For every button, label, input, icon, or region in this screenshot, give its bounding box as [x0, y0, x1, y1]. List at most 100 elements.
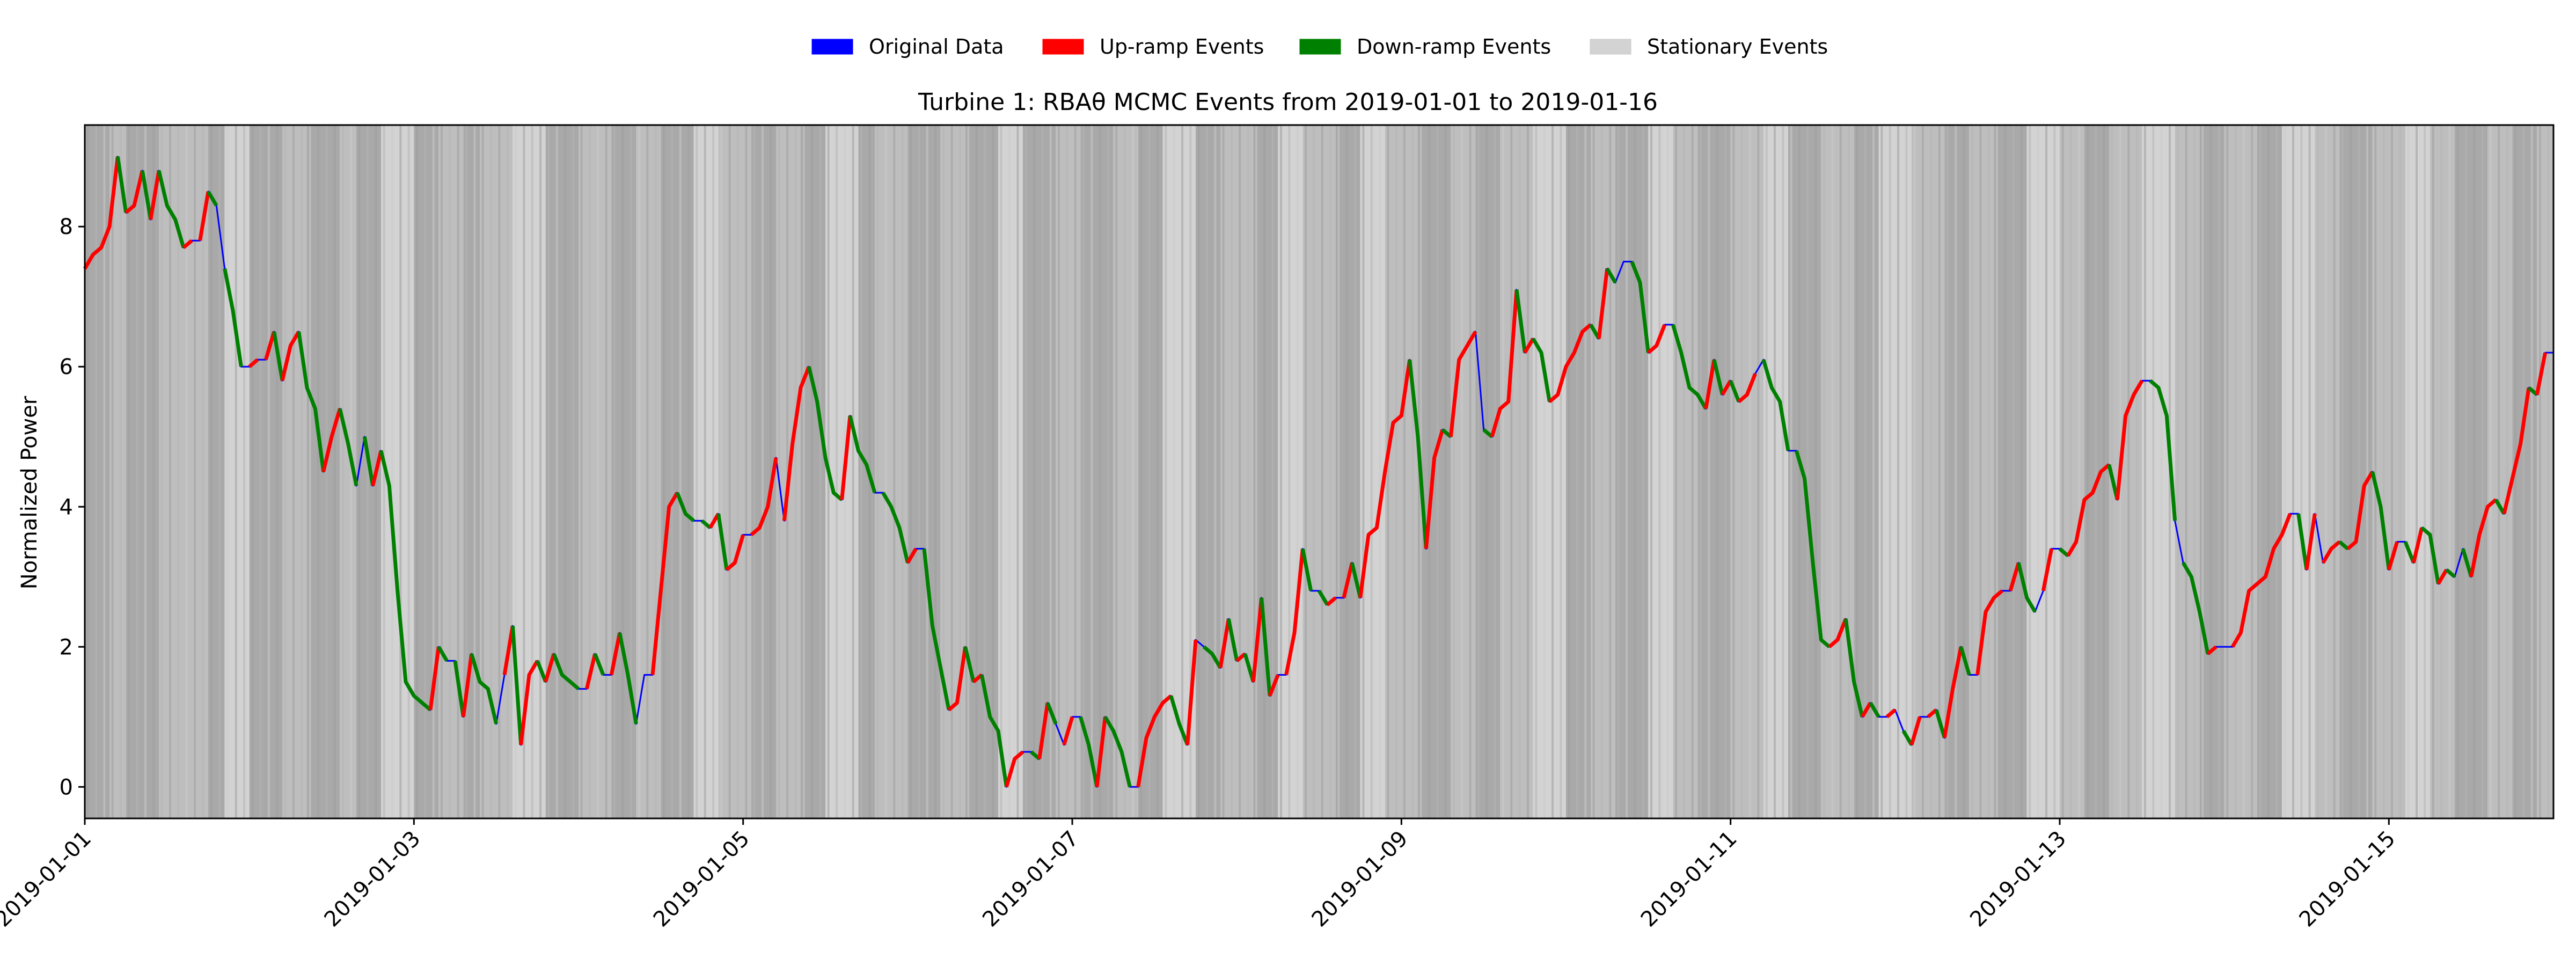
- stationary-band-stripe: [975, 125, 978, 818]
- stationary-band-stripe: [1642, 125, 1644, 818]
- stationary-band-stripe: [1247, 125, 1249, 818]
- stationary-band-stripe: [2201, 125, 2204, 818]
- down-ramp-segment: [157, 170, 186, 248]
- stationary-band-stripe: [1329, 125, 1332, 818]
- stationary-band-stripe: [268, 125, 270, 818]
- down-ramp-segment: [716, 513, 729, 570]
- stationary-band-stripe: [1362, 125, 1365, 818]
- stationary-band-stripe: [1839, 125, 1842, 818]
- stationary-band-stripe: [671, 125, 674, 818]
- stationary-band-stripe: [2522, 125, 2525, 818]
- stationary-band-stripe: [2070, 125, 2073, 818]
- stationary-band-stripe: [457, 125, 459, 818]
- stationary-bands: [85, 125, 2553, 818]
- up-ramp-segment: [650, 492, 679, 675]
- stationary-band-stripe: [473, 125, 476, 818]
- stationary-band-stripe: [646, 125, 649, 818]
- stationary-band-stripe: [111, 125, 114, 818]
- down-ramp-segment: [297, 331, 326, 472]
- stationary-band-stripe: [1041, 125, 1044, 818]
- down-ramp-segment: [922, 548, 951, 711]
- stationary-band-stripe: [1806, 125, 1809, 818]
- stationary-band-stripe: [704, 125, 706, 818]
- stationary-band-stripe: [1115, 125, 1118, 818]
- stationary-band-stripe: [1255, 125, 1258, 818]
- up-ramp-segment: [2387, 541, 2399, 570]
- stationary-band-stripe: [926, 125, 928, 818]
- stationary-band-stripe: [1157, 125, 1159, 818]
- down-ramp-segment: [1300, 548, 1313, 591]
- down-ramp-segment: [2181, 561, 2210, 654]
- stationary-band-stripe: [1872, 125, 1875, 818]
- up-ramp-segment: [725, 534, 745, 572]
- stationary-band-stripe: [1123, 125, 1126, 818]
- stationary-band-stripe: [441, 125, 443, 818]
- down-ramp-segment: [1901, 730, 1914, 746]
- stationary-band-stripe: [1345, 125, 1348, 818]
- up-ramp-segment: [1597, 268, 1609, 339]
- stationary-band-stripe: [712, 125, 715, 818]
- stationary-band-stripe: [284, 125, 287, 818]
- up-ramp-segment: [1004, 750, 1024, 788]
- stationary-band-stripe: [160, 125, 163, 818]
- stationary-band-stripe: [2267, 125, 2270, 818]
- stationary-band-stripe: [523, 125, 525, 818]
- up-ramp-segment: [1523, 338, 1535, 354]
- up-ramp-segment: [1721, 379, 1732, 396]
- stationary-band-stripe: [1379, 125, 1381, 818]
- up-ramp-segment: [1185, 639, 1198, 745]
- stationary-band-stripe: [2473, 125, 2476, 818]
- up-ramp-segment: [2206, 645, 2218, 655]
- stationary-band-stripe: [852, 125, 854, 818]
- stationary-band-stripe: [654, 125, 657, 818]
- down-ramp-segment: [140, 170, 153, 220]
- stationary-band-stripe: [1461, 125, 1463, 818]
- down-ramp-segment: [1761, 359, 1790, 451]
- stationary-band-stripe: [424, 125, 427, 818]
- stationary-band-stripe: [885, 125, 888, 818]
- stationary-band-stripe: [2086, 125, 2089, 818]
- stationary-band-stripe: [2251, 125, 2253, 818]
- down-ramp-segment: [1260, 597, 1272, 696]
- stationary-band-stripe: [1732, 125, 1735, 818]
- stationary-band-stripe: [1165, 125, 1167, 818]
- stationary-band-stripe: [1848, 125, 1850, 818]
- stationary-band-stripe: [1239, 125, 1241, 818]
- down-ramp-segment: [1934, 709, 1946, 738]
- y-axis: 0 2 4 6 8: [60, 215, 85, 800]
- down-ramp-segment: [2403, 541, 2416, 564]
- up-ramp-segment: [519, 660, 539, 745]
- stationary-band-stripe: [1049, 125, 1052, 818]
- up-ramp-segment: [1975, 589, 2003, 675]
- stationary-band-stripe: [498, 125, 501, 818]
- stationary-band-stripe: [564, 125, 567, 818]
- stationary-band-stripe: [819, 125, 822, 818]
- stationary-band-stripe: [1922, 125, 1924, 818]
- up-ramp-segment: [782, 365, 811, 521]
- stationary-band-stripe: [1428, 125, 1431, 818]
- up-ramp-segment: [2502, 387, 2531, 515]
- y-tick-label: 6: [60, 355, 73, 379]
- stationary-band-stripe: [959, 125, 962, 818]
- stationary-band-stripe: [1091, 125, 1093, 818]
- stationary-band-stripe: [2259, 125, 2262, 818]
- down-ramp-segment: [1350, 562, 1363, 598]
- up-ramp-segment: [1268, 674, 1280, 697]
- down-ramp-segment: [115, 156, 128, 213]
- stationary-band-stripe: [1370, 125, 1373, 818]
- stationary-band-stripe: [2284, 125, 2286, 818]
- up-ramp-segment: [1860, 701, 1872, 718]
- stationary-band-stripe: [407, 125, 410, 818]
- stationary-band-stripe: [770, 125, 772, 818]
- up-ramp-segment: [2469, 498, 2497, 577]
- stationary-band-stripe: [2530, 125, 2533, 818]
- down-ramp-segment: [437, 646, 449, 662]
- down-ramp-segment: [1671, 324, 1708, 410]
- stationary-band-stripe: [1173, 125, 1175, 818]
- stationary-band-stripe: [1592, 125, 1595, 818]
- stationary-band-stripe: [1280, 125, 1283, 818]
- stationary-band-stripe: [2432, 125, 2434, 818]
- stationary-band-stripe: [342, 125, 345, 818]
- stationary-band-stripe: [638, 125, 641, 818]
- stationary-band-stripe: [2135, 125, 2138, 818]
